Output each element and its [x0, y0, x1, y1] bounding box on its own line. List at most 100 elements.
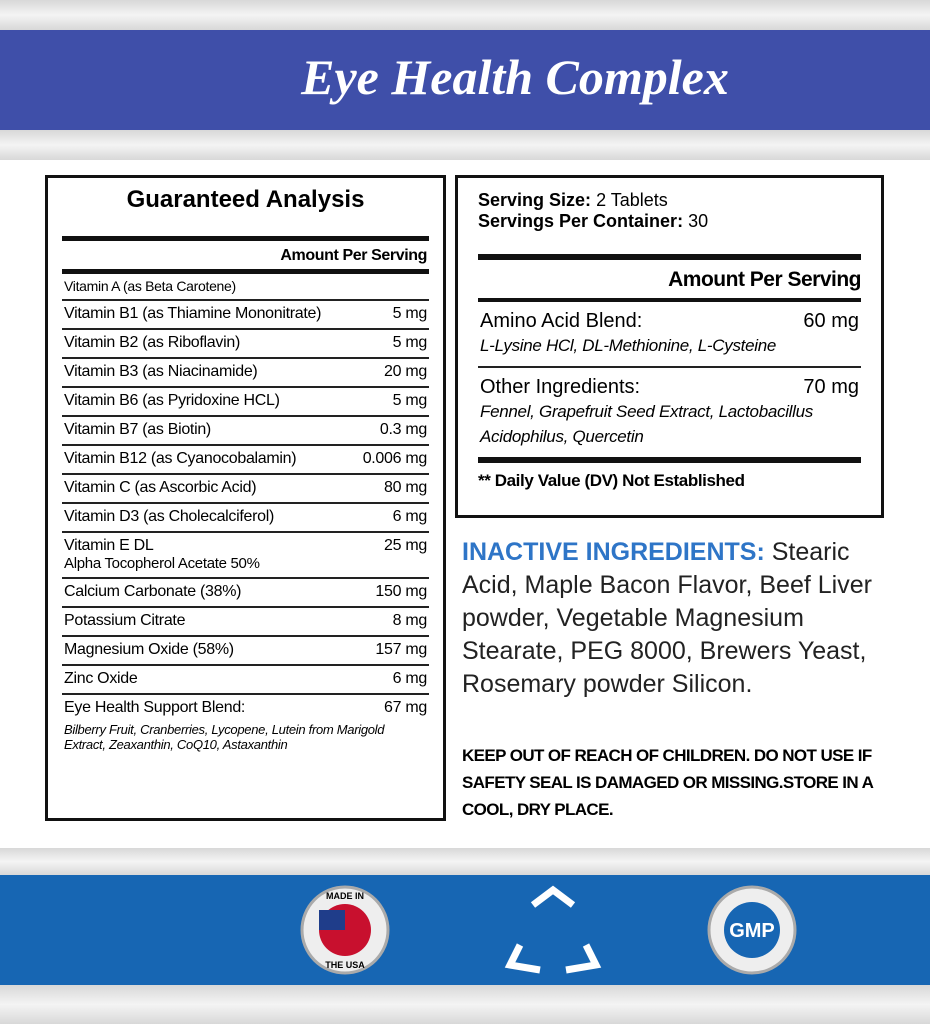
- fact-item: Other Ingredients: 70 mg Fennel, Grapefrui…: [478, 368, 861, 457]
- nutrient: Vitamin A (as Beta Carotene): [64, 278, 236, 294]
- servings: Servings Per Container: 30: [478, 211, 861, 232]
- badges: MADE IN THE USA GMP: [300, 885, 797, 975]
- title: Eye Health Complex: [301, 49, 729, 105]
- blend-detail: Bilberry Fruit, Cranberries, Lycopene, L…: [64, 722, 385, 752]
- analysis-row: Vitamin D3 (as Cholecalciferol) 6 mg: [62, 504, 429, 533]
- nutrient: Calcium Carbonate (38%): [64, 583, 241, 601]
- fact-item: Amino Acid Blend: 60 mg L-Lysine HCl, DL-M…: [478, 302, 861, 368]
- fact-name: Amino Acid Blend:: [480, 310, 643, 332]
- nutrient: Potassium Citrate: [64, 612, 185, 630]
- inactive-label: INACTIVE INGREDIENTS:: [462, 538, 765, 566]
- value: 2 Tablets: [596, 190, 668, 210]
- strip: [0, 985, 930, 1024]
- fact-line: Amino Acid Blend: 60 mg: [480, 310, 859, 333]
- inactive-text: Stearic Acid, Maple Bacon Flavor, Beef L…: [462, 538, 872, 698]
- amount: 6 mg: [392, 508, 428, 525]
- nutrient-name: Vitamin B12 (as Cyanocobalamin): [64, 450, 297, 467]
- analysis-row: Potassium Citrate 8 mg: [62, 608, 429, 637]
- label: Servings Per Container:: [478, 211, 684, 231]
- nutrient-name: Vitamin C (as Ascorbic Acid): [64, 479, 257, 496]
- analysis-row: Eye Health Support Blend: 67 mg: [62, 695, 429, 722]
- analysis-rows: Vitamin A (as Beta Carotene) Vitamin B1 (…: [62, 274, 429, 752]
- nutrient: Vitamin B12 (as Cyanocobalamin): [64, 450, 297, 468]
- amount: 5 mg: [392, 392, 428, 409]
- amount: 6 mg: [392, 670, 428, 687]
- strip: [0, 130, 930, 160]
- facts-items: Amino Acid Blend: 60 mg L-Lysine HCl, DL-M…: [478, 302, 861, 457]
- analysis-row: Vitamin B3 (as Niacinamide) 20 mg: [62, 359, 429, 388]
- amount: 0.3 mg: [379, 421, 427, 438]
- nutrient: Vitamin C (as Ascorbic Acid): [64, 479, 257, 497]
- fact-line: Other Ingredients: 70 mg: [480, 376, 859, 399]
- analysis-panel: Guaranteed Analysis Amount Per Serving V…: [45, 175, 446, 821]
- nutrient-name: Vitamin B6 (as Pyridoxine HCL): [64, 392, 280, 409]
- badge-text: THE USA: [325, 960, 365, 970]
- nutrient: Vitamin B1 (as Thiamine Mononitrate): [64, 305, 321, 323]
- amount: 150 mg: [375, 583, 427, 600]
- analysis-row: Vitamin B7 (as Biotin) 0.3 mg: [62, 417, 429, 446]
- nutrient: Eye Health Support Blend:: [64, 699, 245, 717]
- analysis-row: Zinc Oxide 6 mg: [62, 666, 429, 695]
- nutrient-name: Vitamin B2 (as Riboflavin): [64, 334, 240, 351]
- analysis-title: Guaranteed Analysis: [126, 186, 365, 213]
- serving-size: Serving Size: 2 Tablets: [478, 190, 861, 211]
- amount: 5 mg: [392, 305, 428, 322]
- fact-detail: Fennel, Grapefruit Seed Extract, Lactoba…: [480, 402, 813, 446]
- amount: 0.006 mg: [362, 450, 428, 467]
- amount: 157 mg: [375, 641, 427, 658]
- fact-name: Other Ingredients:: [480, 376, 641, 398]
- nutrient: Vitamin E DL Alpha Tocopherol Acetate 50%: [64, 537, 260, 572]
- nutrient: Vitamin B3 (as Niacinamide): [64, 363, 258, 381]
- column-header: Amount Per Serving: [62, 236, 429, 274]
- gmp-center: [724, 902, 780, 958]
- nutrient-name: Calcium Carbonate (38%): [64, 583, 242, 600]
- analysis-row: Vitamin B2 (as Riboflavin) 5 mg: [62, 330, 429, 359]
- analysis-row: Calcium Carbonate (38%) 150 mg: [62, 579, 429, 608]
- analysis-row: Magnesium Oxide (58%) 157 mg: [62, 637, 429, 666]
- strip: [0, 848, 930, 875]
- analysis-row: Vitamin C (as Ascorbic Acid) 80 mg: [62, 475, 429, 504]
- flag-canton: [319, 910, 345, 930]
- amount: 8 mg: [392, 612, 428, 629]
- nutrient-name: Zinc Oxide: [64, 670, 138, 687]
- nutrient-name: Vitamin E DL: [64, 537, 154, 554]
- nutrient: Vitamin B6 (as Pyridoxine HCL): [64, 392, 280, 410]
- badge-text: GMP: [729, 920, 775, 942]
- fact-amount: 70 mg: [803, 376, 859, 398]
- nutrient: Vitamin B2 (as Riboflavin): [64, 334, 240, 352]
- nutrient-name: Eye Health Support Blend:: [64, 699, 246, 716]
- nutrient: Vitamin B7 (as Biotin): [64, 421, 211, 439]
- value: 30: [688, 211, 709, 231]
- header-band: Eye Health Complex: [0, 30, 930, 130]
- nutrient-note: Alpha Tocopherol Acetate 50%: [64, 555, 260, 572]
- amount: 80 mg: [384, 479, 427, 496]
- nutrient-name: Vitamin D3 (as Cholecalciferol): [64, 508, 275, 525]
- amount: 67 mg: [384, 699, 427, 716]
- top-strip: [0, 0, 930, 30]
- nutrient: Vitamin D3 (as Cholecalciferol): [64, 508, 274, 526]
- column-header: Amount Per Serving: [478, 254, 862, 302]
- fact-detail: L-Lysine HCl, DL-Methionine, L-Cysteine: [480, 336, 777, 355]
- nutrient-name: Vitamin B1 (as Thiamine Mononitrate): [64, 305, 322, 322]
- recycle-icon: [504, 885, 602, 974]
- amount: 25 mg: [384, 537, 427, 554]
- nutrient: Zinc Oxide: [64, 670, 138, 688]
- nutrient-name: Vitamin B7 (as Biotin): [64, 421, 211, 438]
- nutrient-name: Potassium Citrate: [64, 612, 186, 629]
- amount: 20 mg: [384, 363, 427, 380]
- nutrient: Magnesium Oxide (58%): [64, 641, 234, 659]
- amount: 5 mg: [392, 334, 428, 351]
- nutrient-name: Vitamin A (as Beta Carotene): [64, 278, 236, 294]
- analysis-row: Vitamin A (as Beta Carotene): [62, 274, 429, 301]
- nutrient-name: Magnesium Oxide (58%): [64, 641, 234, 658]
- analysis-row: Vitamin E DL Alpha Tocopherol Acetate 50%…: [62, 533, 429, 579]
- footnote: ** Daily Value (DV) Not Established: [478, 457, 861, 491]
- analysis-row: Vitamin B6 (as Pyridoxine HCL) 5 mg: [62, 388, 429, 417]
- nutrient-name: Vitamin B3 (as Niacinamide): [64, 363, 258, 380]
- warning: KEEP OUT OF REACH OF CHILDREN. DO NOT US…: [462, 746, 873, 819]
- analysis-row: Vitamin B12 (as Cyanocobalamin) 0.006 mg: [62, 446, 429, 475]
- badge-text: MADE IN: [326, 891, 364, 901]
- analysis-row: Vitamin B1 (as Thiamine Mononitrate) 5 mg: [62, 301, 429, 330]
- label: Serving Size:: [478, 190, 592, 210]
